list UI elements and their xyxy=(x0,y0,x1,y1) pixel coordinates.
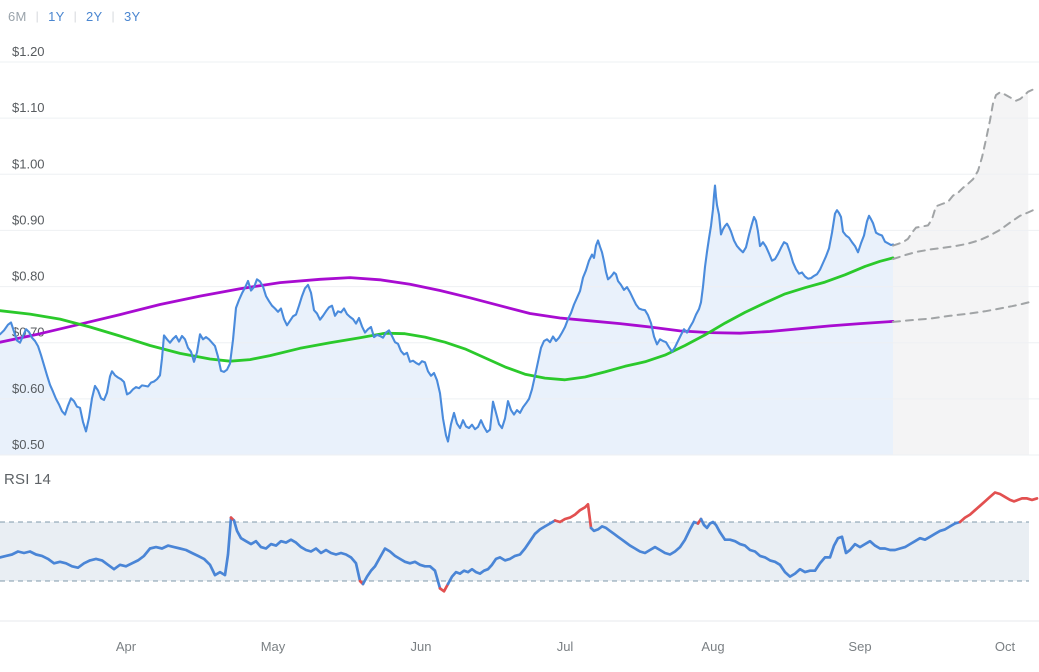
rsi-line-segment xyxy=(589,520,700,556)
x-axis-label: Jul xyxy=(557,639,574,654)
y-axis-label: $0.80 xyxy=(12,269,45,284)
ma-purple-line xyxy=(0,276,895,344)
price-area-fill xyxy=(0,185,893,455)
range-6m-button[interactable]: 6M xyxy=(8,9,27,24)
rsi-line-segment xyxy=(0,516,233,577)
forecast-mid-line xyxy=(892,209,1034,261)
x-axis-label: Oct xyxy=(995,639,1016,654)
rsi-line-segment xyxy=(446,519,557,586)
rsi-line-segment xyxy=(438,582,450,593)
x-axis-label: Aug xyxy=(701,639,724,654)
rsi-indicator-label: RSI 14 xyxy=(4,471,52,488)
rsi-band xyxy=(0,522,1029,581)
forecast-lower-line xyxy=(892,300,1034,323)
range-separator: | xyxy=(111,9,115,23)
time-range-selector: 6M | 1Y | 2Y | 3Y xyxy=(8,9,140,24)
y-axis-label: $0.50 xyxy=(12,437,45,452)
x-axis-label: Apr xyxy=(116,639,137,654)
rsi-line-segment xyxy=(958,491,1039,524)
range-separator: | xyxy=(35,9,40,23)
rsi-line-segment xyxy=(361,547,442,590)
x-axis-label: May xyxy=(261,639,286,654)
x-axis-label: Jun xyxy=(411,639,432,654)
range-3y-button[interactable]: 3Y xyxy=(123,9,141,24)
rsi-line-segment xyxy=(699,517,962,578)
price-line xyxy=(0,184,895,443)
forecast-area-fill xyxy=(893,91,1029,456)
x-axis-label: Sep xyxy=(848,639,871,654)
range-1y-button[interactable]: 1Y xyxy=(48,9,65,24)
rsi-line-segment xyxy=(553,502,593,530)
range-separator: | xyxy=(73,9,78,23)
y-axis-label: $1.10 xyxy=(12,100,45,115)
forecast-upper-line xyxy=(892,88,1034,247)
y-axis-label: $0.90 xyxy=(12,212,45,227)
y-axis-label: $1.20 xyxy=(12,44,45,59)
rsi-line-segment xyxy=(232,519,362,583)
range-2y-button[interactable]: 2Y xyxy=(86,9,103,24)
ma-green-line xyxy=(0,256,895,382)
y-axis-label: $0.60 xyxy=(12,381,45,396)
y-axis-label: $1.00 xyxy=(12,156,45,171)
